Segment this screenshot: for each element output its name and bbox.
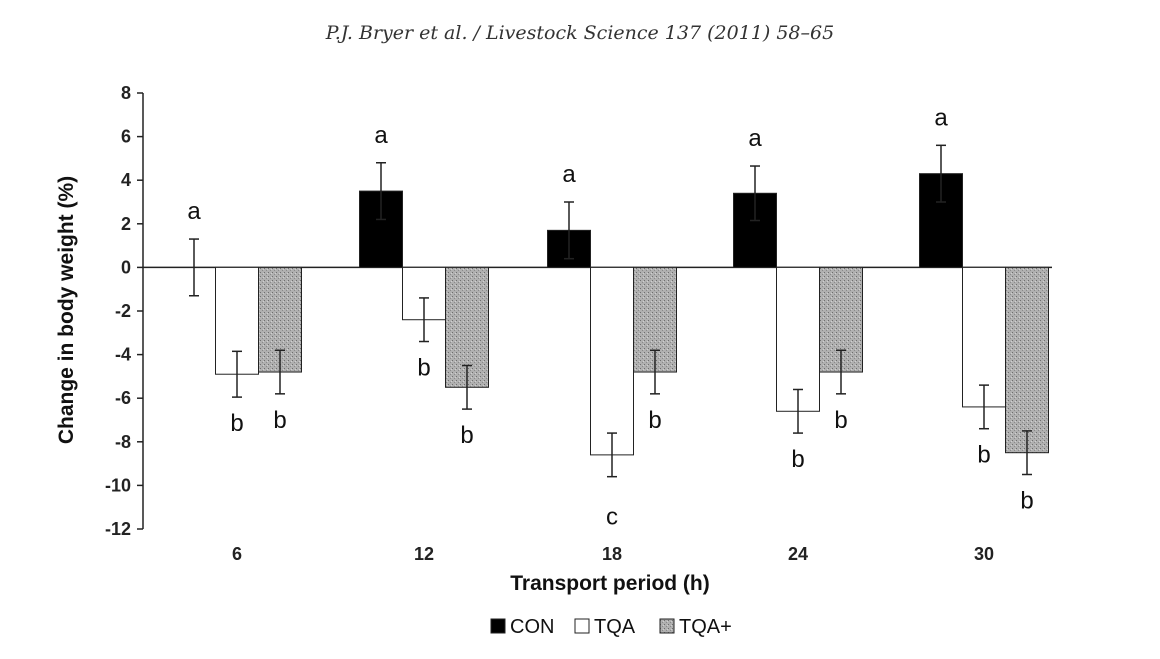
- legend-label: TQA+: [679, 616, 732, 638]
- y-axis: 8 6 4 2 0 -2 -4 -6 -8 -10 -12: [105, 83, 144, 539]
- legend-label: CON: [510, 616, 554, 638]
- significance-letter: b: [273, 407, 286, 434]
- significance-letter: b: [791, 446, 804, 473]
- journal-header: P.J. Bryer et al. / Livestock Science 13…: [325, 22, 835, 44]
- error-bar: [750, 165, 760, 222]
- significance-letter: a: [934, 104, 948, 131]
- y-tick-label: -2: [115, 301, 131, 321]
- x-tick-label: 6: [232, 544, 242, 564]
- significance-letter: a: [374, 122, 388, 149]
- y-tick-label: -8: [115, 432, 131, 452]
- y-tick-label: -12: [105, 519, 131, 539]
- legend-item-tqa-plus: TQA+: [659, 616, 732, 638]
- bar-tqa-30: [962, 266, 1006, 408]
- significance-letter: b: [230, 410, 243, 437]
- legend-swatch: [659, 618, 675, 634]
- x-tick-label: 30: [974, 544, 994, 564]
- x-tick-labels: 6 12 18 24 30: [232, 544, 994, 564]
- significance-letter: a: [562, 161, 576, 188]
- error-bar: [650, 349, 660, 395]
- legend-swatch: [574, 618, 590, 634]
- error-bar: [1022, 430, 1032, 476]
- significance-labels: a b b a b b a c b a b b a b b: [187, 104, 1033, 530]
- error-bar: [462, 364, 472, 410]
- error-bar: [419, 297, 429, 343]
- y-tick-label: 2: [121, 214, 131, 234]
- significance-letter: b: [1020, 488, 1033, 515]
- error-bar: [232, 350, 242, 398]
- significance-letter: c: [606, 504, 618, 531]
- bar-tqa-18: [590, 266, 634, 456]
- y-tick-label: -4: [115, 345, 131, 365]
- y-tick-label: -10: [105, 475, 131, 495]
- y-axis-title: Change in body weight (%): [55, 176, 78, 444]
- error-bar: [936, 144, 946, 203]
- error-bars: [189, 144, 1032, 478]
- legend-swatch: [490, 618, 506, 634]
- x-tick-label: 24: [788, 544, 808, 564]
- legend-item-con: CON: [490, 616, 554, 638]
- y-tick-label: -6: [115, 388, 131, 408]
- significance-letter: b: [417, 355, 430, 382]
- x-axis-title: Transport period (h): [510, 572, 710, 595]
- significance-letter: b: [648, 407, 661, 434]
- error-bar: [979, 384, 989, 430]
- x-tick-label: 18: [602, 544, 622, 564]
- bar-tqa-plus-30: [1005, 266, 1049, 454]
- legend: CON TQA TQA+: [490, 616, 732, 638]
- y-tick-label: 6: [121, 127, 131, 147]
- error-bar: [836, 349, 846, 395]
- error-bar: [564, 201, 574, 260]
- y-tick-label: 0: [121, 257, 131, 277]
- bars: [215, 173, 1049, 456]
- significance-letter: b: [834, 407, 847, 434]
- significance-letter: b: [977, 442, 990, 469]
- y-tick-label: 4: [121, 170, 131, 190]
- error-bar: [376, 162, 386, 221]
- error-bar: [275, 349, 285, 395]
- error-bar: [189, 238, 199, 297]
- significance-letter: b: [460, 422, 473, 449]
- error-bar: [793, 388, 803, 434]
- x-tick-label: 12: [414, 544, 434, 564]
- bar-tqa-24: [776, 266, 820, 412]
- significance-letter: a: [187, 198, 201, 225]
- legend-item-tqa: TQA: [574, 616, 636, 638]
- error-bar: [607, 432, 617, 478]
- significance-letter: a: [748, 125, 762, 152]
- y-tick-label: 8: [121, 83, 131, 103]
- legend-label: TQA: [594, 616, 636, 638]
